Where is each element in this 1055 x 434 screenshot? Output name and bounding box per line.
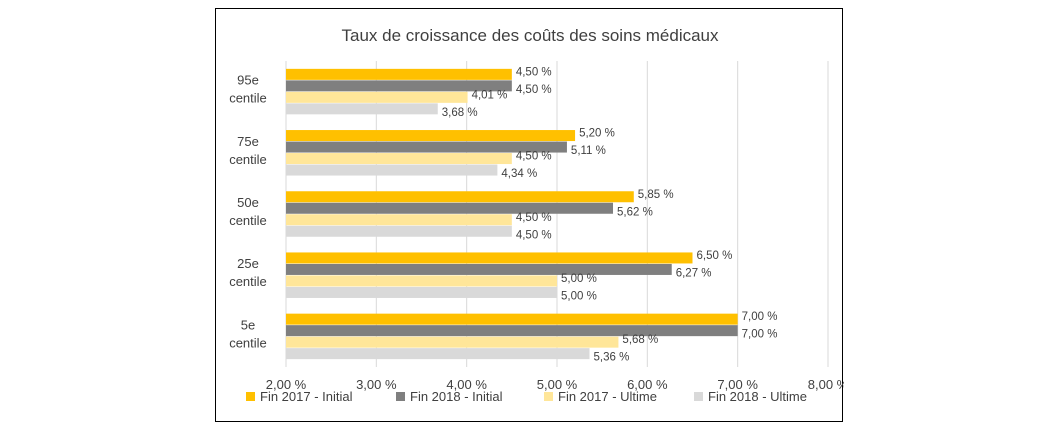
category-label: centile: [229, 213, 267, 228]
chart-frame: Taux de croissance des coûts des soins m…: [215, 8, 844, 422]
x-tick-label: 3,00 %: [356, 377, 397, 392]
data-label: 5,20 %: [579, 128, 615, 140]
bar: [286, 202, 614, 214]
category-label: centile: [229, 274, 267, 289]
data-label: 5,85 %: [638, 189, 674, 201]
bar: [286, 141, 567, 153]
data-label: 7,00 %: [742, 329, 778, 341]
bar: [286, 275, 557, 287]
legend-swatch: [694, 392, 703, 401]
data-label: 5,00 %: [561, 273, 597, 285]
data-label: 4,50 %: [516, 229, 552, 241]
bar: [286, 164, 498, 176]
data-label: 4,01 %: [472, 89, 508, 101]
bar: [286, 263, 672, 275]
bar: [286, 252, 693, 264]
data-label: 4,34 %: [501, 168, 537, 180]
legend-swatch: [246, 392, 255, 401]
category-label: centile: [229, 335, 267, 350]
category-label: 75e: [237, 134, 259, 149]
data-label: 4,50 %: [516, 66, 552, 78]
legend-swatch: [544, 392, 553, 401]
category-label: 50e: [237, 195, 259, 210]
bar: [286, 80, 512, 92]
data-label: 5,68 %: [622, 334, 658, 346]
x-tick-label: 8,00 %: [808, 377, 844, 392]
legend-swatch: [396, 392, 405, 401]
bar: [286, 68, 512, 80]
data-label: 5,36 %: [594, 352, 630, 364]
category-label: centile: [229, 91, 267, 106]
bar: [286, 286, 557, 298]
bar: [286, 313, 738, 325]
data-label: 6,27 %: [676, 267, 712, 279]
chart-title: Taux de croissance des coûts des soins m…: [341, 26, 719, 45]
bar: [286, 153, 512, 165]
data-label: 4,50 %: [516, 151, 552, 163]
x-tick-label: 2,00 %: [266, 377, 307, 392]
bar: [286, 336, 619, 348]
legend-entry: Fin 2018 - Initial: [410, 389, 503, 404]
data-label: 5,62 %: [617, 206, 653, 218]
data-label: 5,11 %: [571, 145, 606, 157]
bar: [286, 348, 590, 360]
legend-entry: Fin 2017 - Ultime: [558, 389, 657, 404]
x-tick-label: 4,00 %: [446, 377, 487, 392]
category-label: 95e: [237, 73, 259, 88]
bar: [286, 91, 468, 103]
data-label: 7,00 %: [742, 311, 778, 323]
bar: [286, 325, 738, 337]
legend-entry: Fin 2018 - Ultime: [708, 389, 807, 404]
x-tick-label: 5,00 %: [537, 377, 578, 392]
legend-entry: Fin 2017 - Initial: [260, 389, 353, 404]
category-label: centile: [229, 152, 267, 167]
category-label: 5e: [241, 317, 255, 332]
bar-chart: Taux de croissance des coûts des soins m…: [229, 26, 844, 404]
data-label: 5,00 %: [561, 290, 597, 302]
x-tick-label: 6,00 %: [627, 377, 668, 392]
data-label: 4,50 %: [516, 84, 552, 96]
bar: [286, 130, 576, 142]
bar: [286, 103, 438, 115]
data-label: 3,68 %: [442, 107, 478, 119]
x-tick-label: 7,00 %: [717, 377, 758, 392]
category-label: 25e: [237, 256, 259, 271]
bar: [286, 214, 512, 226]
data-label: 6,50 %: [697, 250, 733, 262]
data-label: 4,50 %: [516, 212, 552, 224]
bar: [286, 191, 634, 203]
bar: [286, 225, 512, 237]
